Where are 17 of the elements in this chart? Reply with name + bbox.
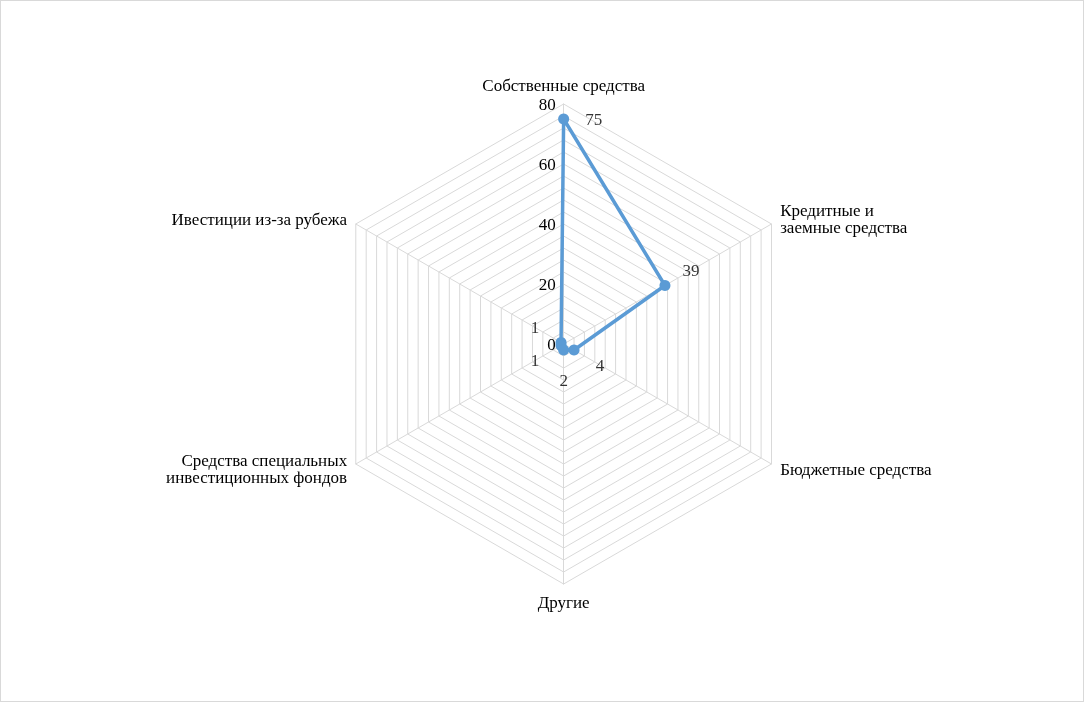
data-label: 1 [530, 318, 540, 337]
y-tick-label: 40 [538, 214, 556, 234]
y-tick-label: 0 [547, 334, 556, 354]
spoke-label: Другие [537, 593, 590, 612]
spoke-label: Кредитные и заемные средства [780, 201, 908, 237]
spoke-label: Собственные средства [482, 76, 646, 95]
data-label: 1 [530, 351, 540, 370]
spoke-label: Ивестиции из-за рубежа [171, 209, 348, 229]
data-label: 39 [682, 261, 700, 280]
y-tick-label: 60 [538, 154, 556, 174]
y-tick-label: 80 [538, 94, 556, 114]
data-label: 4 [595, 355, 605, 375]
y-tick-label: 20 [538, 274, 556, 294]
data-label: 75 [585, 109, 603, 129]
spoke-label: Бюджетные средства [780, 459, 932, 479]
data-label: 2 [559, 370, 568, 390]
spoke-label: Средства специальных инвестиционных фондов [166, 451, 348, 487]
